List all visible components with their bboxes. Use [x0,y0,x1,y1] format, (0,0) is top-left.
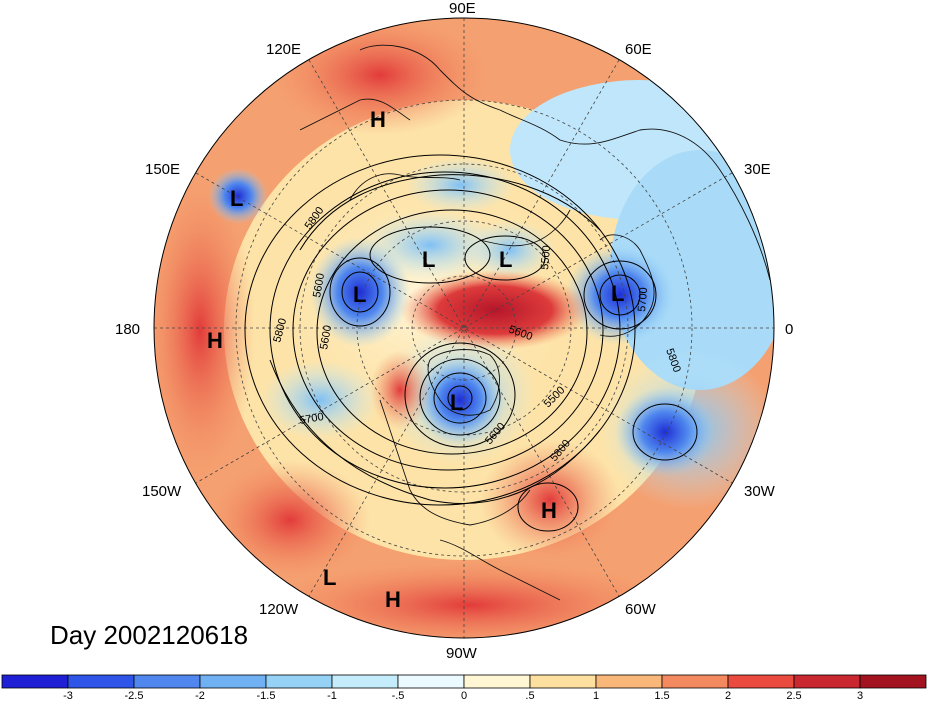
low-center: L [450,390,463,415]
contour-label: 5600 [311,272,327,298]
colorbar-tick-label: 1 [593,690,599,702]
lon-label-60e: 60E [625,41,652,58]
longitude-labels: 90E 120E 60E 150E 30E 180 0 150W 30W 120… [115,0,793,662]
anomaly-shading [154,18,774,638]
lon-label-150w: 150W [142,483,182,500]
map-boundary [153,17,775,639]
colorbar-tick-label: 3 [857,690,863,702]
lon-label-120e: 120E [266,41,301,58]
contour-label: 5500 [539,245,553,270]
colorbar-tick-label: -2.5 [125,690,144,702]
high-center: H [385,587,401,612]
high-center: H [207,328,223,353]
low-center: L [230,186,243,211]
low-center: L [499,247,512,272]
day-label: Day 2002120618 [50,620,249,650]
colorbar-swatch [1,674,69,689]
lon-label-90w: 90W [446,645,478,662]
colorbar-swatch [661,674,729,689]
colorbar-swatch [331,674,399,689]
colorbar-swatch [595,674,663,689]
lon-label-120w: 120W [259,601,299,618]
colorbar-swatch [67,674,135,689]
colorbar-swatch [199,674,267,689]
colorbar-swatch [727,674,795,689]
lon-label-30w: 30W [744,483,776,500]
lon-label-0: 0 [785,321,793,338]
contour-label: 5600 [318,324,334,350]
colorbar-tick-label: 2 [725,690,731,702]
lon-label-90e: 90E [449,0,476,17]
colorbar-swatch [133,674,201,689]
colorbar-tick-label: -1 [327,690,337,702]
pressure-centers: H L L L L L H L H L H [207,107,624,612]
colorbar-swatch [265,674,333,689]
colorbar-tick-label: -.5 [392,690,405,702]
colorbar-tick-label: .5 [525,690,534,702]
colorbar-swatch [793,674,861,689]
colorbar-tick-label: 1.5 [654,690,669,702]
low-center: L [611,281,624,306]
coastlines [299,44,771,601]
contour-label: 5700 [298,411,324,427]
colorbar-swatch [397,674,465,689]
high-center: H [541,498,557,523]
high-center: H [370,107,386,132]
lon-label-30e: 30E [744,161,771,178]
colorbar-swatch [859,674,927,689]
contour-label: 5700 [636,287,650,312]
colorbar-tick-label: 0 [461,690,467,702]
colorbar-swatch [463,674,531,689]
low-center: L [353,282,366,307]
lon-label-60w: 60W [625,601,657,618]
colorbar-swatch [529,674,597,689]
colorbar-tick-label: -1.5 [257,690,276,702]
colorbar-tick-label: 2.5 [786,690,801,702]
low-center: L [422,247,435,272]
colorbar-tick-label: -2 [195,690,205,702]
height-contours [244,154,698,532]
colorbar: -3 -2.5 -2 -1.5 -1 -.5 0 .5 1 1.5 2 2.5 3 [1,674,927,702]
low-center: L [323,565,336,590]
colorbar-tick-label: -3 [63,690,73,702]
lon-label-150e: 150E [145,161,180,178]
lon-label-180: 180 [115,321,140,338]
